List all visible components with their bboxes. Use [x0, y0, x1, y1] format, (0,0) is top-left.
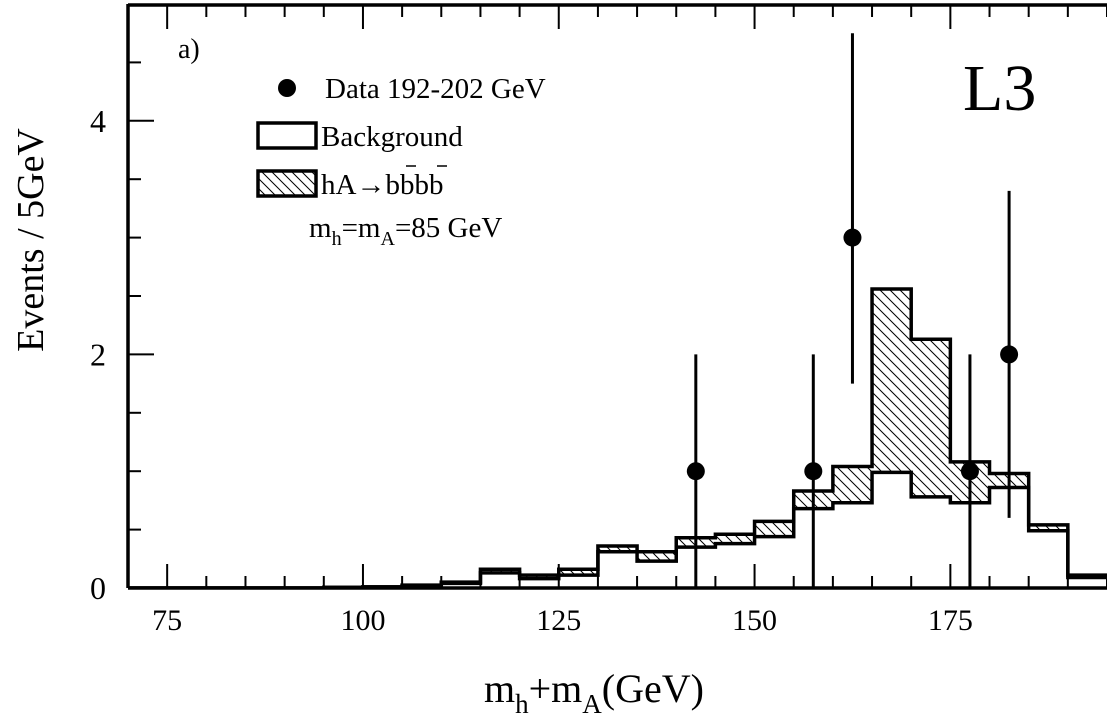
- data-point: [1000, 345, 1019, 364]
- experiment-label: L3: [963, 52, 1036, 125]
- y-tick-label: 4: [90, 103, 106, 139]
- x-axis-title: mh+mA(GeV): [484, 666, 704, 719]
- legend-data-label: Data 192-202 GeV: [325, 73, 546, 105]
- signal-bar: [597, 545, 638, 552]
- axes: 75 100 125 150 175 0 2 4: [90, 3, 1107, 637]
- legend-background-label: Background: [321, 121, 463, 153]
- legend-signal-label: hA→bbbb: [321, 169, 443, 201]
- data-point: [960, 462, 979, 481]
- y-tick-label: 2: [90, 336, 106, 372]
- y-axis-title: Events / 5GeV: [10, 128, 52, 352]
- data-point: [843, 228, 862, 247]
- signal-bar: [519, 575, 559, 579]
- x-tick-label: 175: [928, 604, 973, 637]
- x-tick-label: 100: [340, 604, 385, 637]
- legend-mass-note: mh=mA=85 GeV: [309, 212, 502, 250]
- x-tick-label: 75: [152, 604, 182, 637]
- panel-label: a): [178, 34, 200, 65]
- legend-background-box: [256, 121, 318, 150]
- signal-bar: [480, 569, 520, 573]
- x-tick-label: 125: [536, 604, 581, 637]
- signal-total-outline: [128, 287, 1107, 588]
- legend-data-marker: [278, 79, 296, 97]
- legend: Data 192-202 GeV Background hA→bbbb mh=mA=8…: [256, 73, 546, 250]
- y-tick-label: 0: [90, 570, 106, 606]
- signal-bar: [558, 569, 598, 576]
- x-tick-label: 150: [732, 604, 777, 637]
- plot-area: [128, 33, 1107, 588]
- signal-bar: [911, 339, 951, 497]
- axis-labels: mh+mA(GeV) Events / 5GeV a) L3: [10, 34, 1036, 719]
- data-point: [804, 462, 823, 481]
- signal-bar: [872, 288, 912, 473]
- signal-bar: [715, 534, 755, 544]
- signal-bar: [754, 521, 794, 537]
- legend-signal-box: [256, 169, 318, 198]
- signal-bar: [637, 551, 677, 562]
- signal-bar: [832, 466, 873, 503]
- data-point: [686, 462, 705, 481]
- signal-bar: [1028, 524, 1068, 531]
